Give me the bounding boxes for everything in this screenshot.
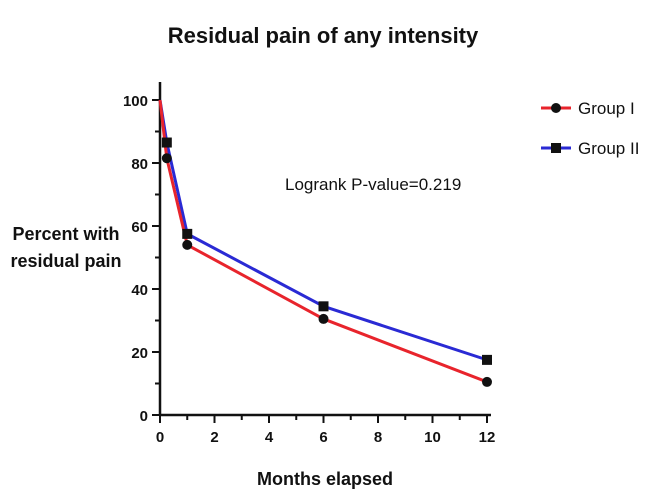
y-tick-label: 80 xyxy=(131,156,148,173)
axes: 0 2 4 6 8 10 12 0 20 40 60 80 100 xyxy=(123,82,495,446)
legend-label-0: Group I xyxy=(578,99,635,118)
y-axis-title-line-2: residual pain xyxy=(10,251,121,271)
x-tick-label: 0 xyxy=(156,429,164,446)
y-axis-title-line-1: Percent with xyxy=(12,224,119,244)
series-line-0 xyxy=(158,99,488,384)
series-1-point xyxy=(161,137,172,148)
legend-marker-0 xyxy=(551,103,561,113)
y-tick-label: 40 xyxy=(131,282,148,299)
series-1-point xyxy=(482,354,492,365)
y-tick-label: 0 xyxy=(140,408,148,425)
x-tick-label: 6 xyxy=(319,429,327,446)
series-1-point xyxy=(182,228,193,239)
logrank-annotation: Logrank P-value=0.219 xyxy=(285,175,461,194)
series-0-point xyxy=(161,153,172,164)
plot-area xyxy=(158,99,492,387)
x-tick-label: 4 xyxy=(265,429,274,446)
x-tick-label: 12 xyxy=(479,429,496,446)
x-tick-label: 2 xyxy=(210,429,218,446)
series-0-point xyxy=(318,313,329,324)
series-0-point xyxy=(482,376,492,387)
x-tick-label: 8 xyxy=(374,429,382,446)
series-1-point xyxy=(318,301,329,312)
chart-title: Residual pain of any intensity xyxy=(168,23,479,48)
series-0-point xyxy=(182,239,193,250)
legend: Group I Group II xyxy=(541,99,639,158)
x-axis-title: Months elapsed xyxy=(257,469,393,489)
y-tick-label: 100 xyxy=(123,93,148,110)
legend-label-1: Group II xyxy=(578,139,639,158)
y-tick-label: 60 xyxy=(131,219,148,236)
x-tick-label: 10 xyxy=(424,429,441,446)
y-tick-label: 20 xyxy=(131,345,148,362)
legend-marker-1 xyxy=(551,143,561,153)
